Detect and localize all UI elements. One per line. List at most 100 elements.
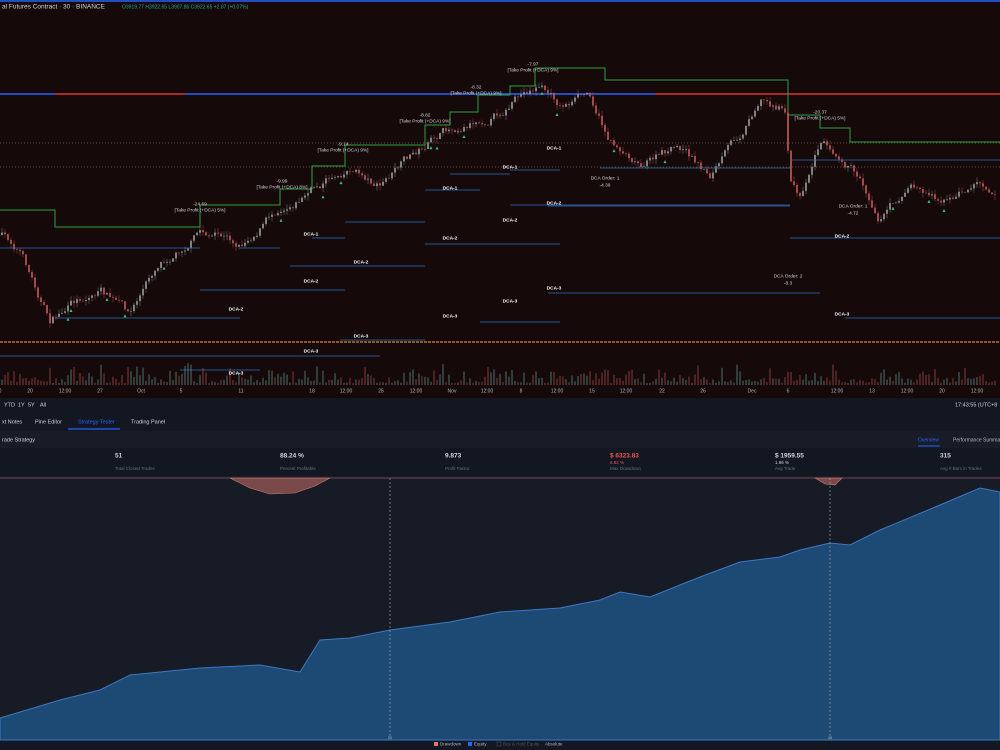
panel-tab[interactable]: Pine Editor (35, 419, 62, 425)
candle-body (169, 261, 171, 263)
candle-body (760, 99, 762, 107)
panel-tab[interactable]: Strategy Tester (78, 419, 115, 425)
volume-bar (337, 379, 339, 385)
stat-value: 51 (115, 453, 123, 460)
candle-body (742, 134, 744, 139)
volume-bar (304, 370, 306, 385)
candle-body (928, 192, 930, 196)
volume-bar (505, 371, 507, 385)
volume-bar (364, 367, 366, 385)
candle-body (364, 175, 366, 180)
candle-body (274, 214, 276, 216)
candle-body (955, 196, 957, 199)
trade-annotation: -20.37 (813, 109, 827, 115)
range-button[interactable]: YTD (4, 402, 15, 408)
volume-bar (919, 373, 921, 385)
volume-bar (922, 371, 924, 385)
volume-bar (946, 378, 948, 385)
volume-bar (907, 378, 909, 385)
volume-bar (427, 377, 429, 385)
volume-bar (34, 377, 36, 385)
candle-body (943, 199, 945, 203)
candle-body (964, 192, 966, 193)
candle-body (16, 249, 18, 250)
candle-body (331, 177, 333, 179)
candle-body (61, 312, 63, 314)
candle-body (901, 196, 903, 201)
candle-body (466, 127, 468, 128)
volume-bar (772, 378, 774, 385)
candle-body (967, 189, 969, 193)
candle-body (517, 96, 519, 98)
volume-bar (892, 380, 894, 385)
range-button[interactable]: All (40, 402, 46, 408)
candle-body (1, 232, 3, 235)
trade-annotation: -8.82 (420, 112, 431, 118)
volume-bar (445, 382, 447, 385)
trade-annotation: [Take Profit (+DCA) 5%] (794, 115, 845, 121)
volume-bar (565, 379, 567, 385)
range-button[interactable]: 5Y (28, 402, 35, 408)
candle-body (283, 210, 285, 212)
candle-body (301, 197, 303, 202)
candle-body (868, 193, 870, 201)
dca-label: DCA-2 (443, 235, 458, 241)
candle-body (184, 250, 186, 252)
volume-bar (439, 374, 441, 385)
volume-bar (280, 376, 282, 385)
candle-body (328, 178, 330, 179)
view-tab[interactable]: Overview (918, 437, 939, 443)
volume-bar (613, 374, 615, 385)
candle-body (934, 194, 936, 200)
time-axis-label: 12:00 (620, 388, 633, 394)
candle-body (220, 233, 222, 237)
volume-bar (400, 382, 402, 385)
trade-annotation: -9.14 (338, 141, 349, 147)
candle-body (652, 157, 654, 160)
volume-bar (967, 378, 969, 385)
candle-body (748, 119, 750, 126)
candle-body (139, 295, 141, 302)
candle-body (880, 219, 882, 222)
volume-bar (166, 382, 168, 385)
volume-bar (982, 374, 984, 385)
candle-body (91, 295, 93, 298)
candle-body (976, 182, 978, 185)
legend-entry[interactable]: Absolute (545, 742, 563, 747)
candle-body (574, 97, 576, 102)
volume-bar (592, 380, 594, 385)
candle-body (835, 153, 837, 157)
candle-body (319, 186, 321, 189)
trade-annotation: DCA Order: 1 (839, 203, 868, 209)
volume-bar (352, 382, 354, 385)
candle-body (670, 147, 672, 152)
volume-bar (340, 377, 342, 385)
volume-bar (787, 372, 789, 385)
volume-bar (220, 380, 222, 385)
volume-bar (955, 381, 957, 385)
volume-bar (940, 382, 942, 385)
volume-bar (61, 379, 63, 385)
candle-body (688, 149, 690, 157)
candle-body (289, 207, 291, 210)
panel-tab[interactable]: xt Notes (2, 419, 22, 425)
trade-axis-label: 20 (388, 735, 393, 740)
candle-body (607, 131, 609, 140)
volume-bar (763, 377, 765, 385)
stats-bg (0, 448, 1000, 476)
volume-bar (793, 380, 795, 385)
candle-body (34, 277, 36, 288)
candle-body (67, 305, 69, 312)
volume-bar (829, 380, 831, 385)
candle-body (514, 96, 516, 103)
view-tab[interactable]: Performance Summa (953, 437, 1000, 443)
volume-bar (658, 369, 660, 385)
volume-bar (991, 381, 993, 385)
volume-bar (253, 382, 255, 385)
candle-body (889, 203, 891, 210)
volume-bar (709, 382, 711, 385)
volume-bar (580, 373, 582, 385)
volume-bar (901, 378, 903, 385)
range-button[interactable]: 1Y (18, 402, 25, 408)
panel-tab[interactable]: Trading Panel (131, 419, 165, 425)
